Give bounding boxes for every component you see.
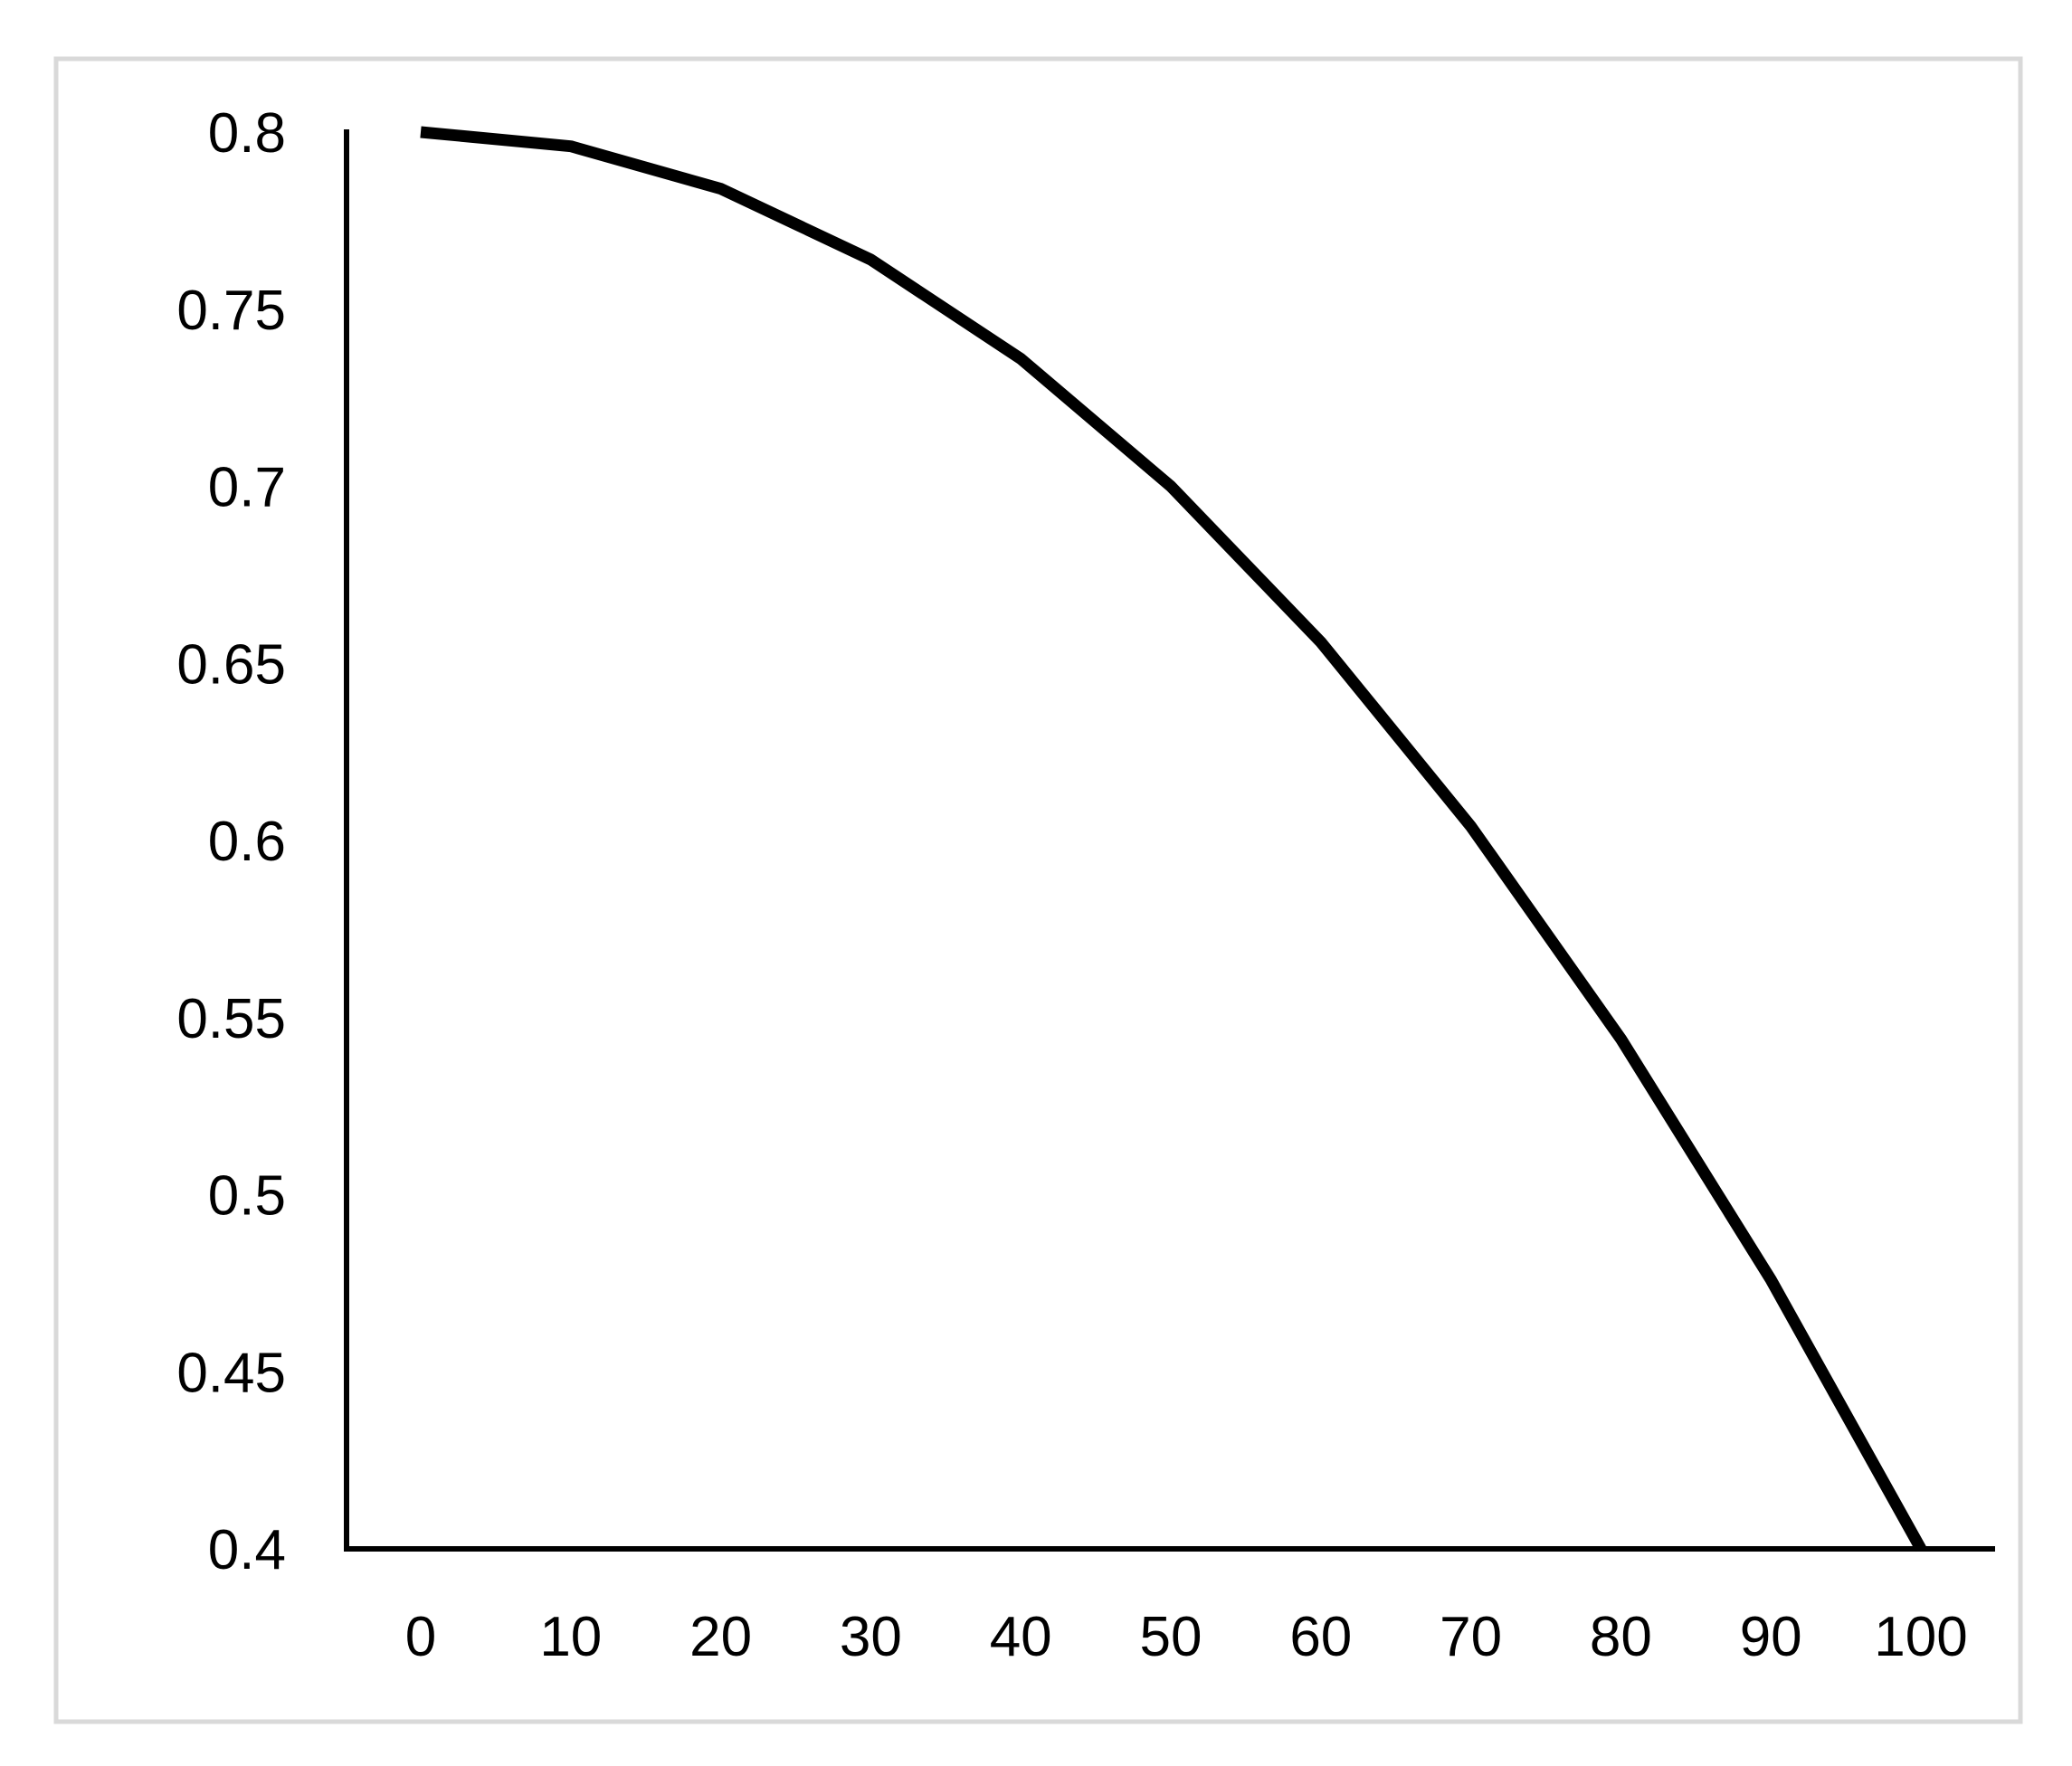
y-tick-label: 0.8 (208, 102, 286, 165)
y-tick-label: 0.55 (176, 988, 286, 1050)
x-tick-label: 50 (1140, 1606, 1202, 1668)
y-tick-labels: 0.4 0.45 0.5 0.55 0.6 0.65 0.7 0.75 0.8 (176, 102, 286, 1581)
x-tick-label: 40 (990, 1606, 1052, 1668)
y-tick-label: 0.65 (176, 633, 286, 696)
y-tick-label: 0.45 (176, 1342, 286, 1404)
y-tick-label: 0.6 (208, 811, 286, 873)
y-tick-label: 0.75 (176, 280, 286, 342)
x-tick-label: 30 (840, 1606, 902, 1668)
x-tick-label: 10 (539, 1606, 602, 1668)
x-tick-label: 80 (1590, 1606, 1652, 1668)
x-tick-label: 90 (1740, 1606, 1802, 1668)
x-tick-label: 20 (689, 1606, 752, 1668)
y-tick-label: 0.4 (208, 1519, 286, 1581)
x-tick-label: 100 (1874, 1606, 1967, 1668)
x-tick-labels: 0 10 20 30 40 50 60 70 80 90 100 (405, 1606, 1968, 1668)
x-tick-label: 60 (1289, 1606, 1352, 1668)
x-tick-label: 0 (405, 1606, 436, 1668)
y-tick-label: 0.7 (208, 457, 286, 519)
chart-frame (53, 56, 2023, 1724)
series-line (420, 126, 1926, 1552)
x-tick-label: 70 (1440, 1606, 1502, 1668)
y-tick-label: 0.5 (208, 1165, 286, 1228)
